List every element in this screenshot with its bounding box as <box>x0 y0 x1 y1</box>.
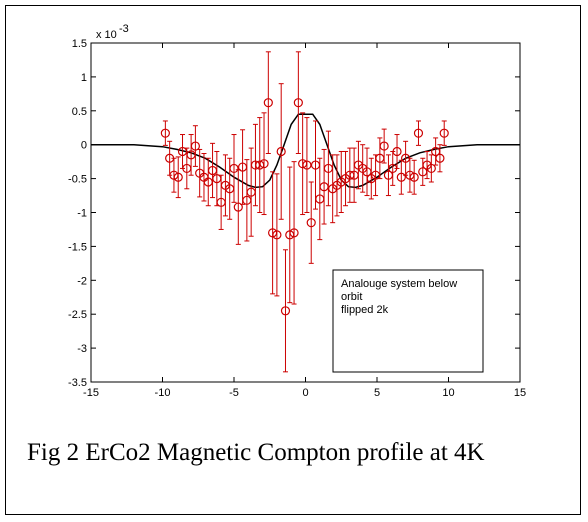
y-tick-label: 0.5 <box>72 106 87 118</box>
y-multiplier-exponent: -3 <box>119 23 129 35</box>
y-tick-label: 1 <box>81 72 87 84</box>
data-marker <box>306 218 316 228</box>
legend-box <box>332 269 484 373</box>
data-marker <box>392 146 402 157</box>
data-point <box>263 51 273 155</box>
data-point <box>289 161 299 305</box>
data-point <box>392 134 402 169</box>
x-tick-label: -15 <box>83 387 99 399</box>
y-tick-label: 0 <box>81 140 87 152</box>
y-tick-label: -1.5 <box>68 241 87 253</box>
data-point <box>306 181 316 264</box>
data-point <box>435 144 445 173</box>
data-marker <box>413 128 424 138</box>
data-point <box>379 128 389 164</box>
data-marker <box>435 153 445 163</box>
x-tick-label: 10 <box>442 387 454 399</box>
data-point <box>276 83 286 220</box>
data-marker <box>439 128 449 138</box>
data-point <box>319 148 329 225</box>
y-tick-label: -3 <box>77 343 87 355</box>
data-marker <box>259 159 269 169</box>
y-tick-label: -2 <box>77 275 87 287</box>
data-marker <box>289 228 299 238</box>
data-marker <box>280 306 291 316</box>
x-tick-label: -5 <box>229 387 239 399</box>
data-point <box>280 249 291 373</box>
y-tick-label: -3.5 <box>68 377 87 389</box>
data-marker <box>396 172 406 182</box>
data-marker <box>173 172 183 182</box>
data-point <box>173 156 183 199</box>
legend-line: orbit <box>341 291 362 303</box>
data-point <box>272 173 282 297</box>
data-point <box>229 134 239 203</box>
x-tick-label: 15 <box>514 387 526 399</box>
data-marker <box>263 98 273 108</box>
data-point <box>246 147 256 237</box>
data-marker <box>160 128 170 138</box>
legend-line: flipped 2k <box>341 304 389 316</box>
data-point <box>362 147 372 197</box>
y-tick-label: -0.5 <box>68 174 87 186</box>
data-marker <box>379 141 389 151</box>
data-point <box>190 125 200 167</box>
data-point <box>259 112 269 216</box>
figure-caption: Fig 2 ErCo2 Magnetic Compton profile at … <box>27 439 485 466</box>
data-marker <box>409 172 419 182</box>
data-marker <box>293 98 303 108</box>
data-marker <box>233 202 243 212</box>
data-marker <box>276 146 286 157</box>
legend-line: Analouge system below <box>341 278 457 290</box>
data-point <box>293 51 303 155</box>
data-marker <box>272 230 282 240</box>
data-marker <box>426 163 436 174</box>
x-tick-label: 0 <box>302 387 308 399</box>
data-marker <box>229 163 239 174</box>
y-tick-label: -1 <box>77 208 87 220</box>
x-tick-label: 5 <box>374 387 380 399</box>
y-multiplier-label: x 10 <box>96 29 117 41</box>
y-tick-label: -2.5 <box>68 309 87 321</box>
x-tick-label: -10 <box>155 387 171 399</box>
data-marker <box>190 141 200 151</box>
data-point <box>396 159 406 195</box>
data-point <box>160 120 170 146</box>
data-point <box>413 120 424 146</box>
data-point <box>409 159 419 195</box>
data-point <box>439 120 449 146</box>
y-tick-label: 1.5 <box>72 38 87 50</box>
